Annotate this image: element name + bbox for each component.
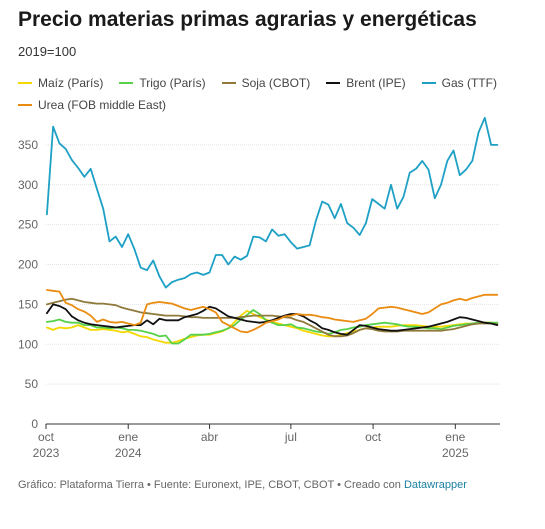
y-axis-labels: 0 50 100 150 200 250 300 350 [18, 138, 38, 431]
y-tick-label: 200 [18, 258, 38, 272]
legend-label: Soja (CBOT) [241, 76, 311, 90]
series-line-4 [46, 116, 499, 289]
legend-label: Trigo (París) [139, 76, 206, 90]
legend-label: Urea (FOB middle East) [38, 98, 167, 112]
x-tick-year-label: 2023 [33, 446, 60, 460]
legend-swatch [18, 81, 32, 84]
y-tick-label: 0 [31, 417, 38, 431]
y-tick-label: 350 [18, 138, 38, 152]
x-tick-year-label: 2024 [115, 446, 142, 460]
x-tick-label: jul [284, 430, 297, 444]
legend-item: Gas (TTF) [421, 72, 497, 94]
line-chart: 0 50 100 150 200 250 300 350 oct 2023 ene 2024 abr j… [18, 116, 500, 460]
y-tick-label: 250 [18, 218, 38, 232]
legend-swatch [326, 81, 341, 84]
legend-label: Maíz (París) [38, 76, 104, 90]
chart-legend: Maíz (París) Trigo (París) Soja (CBOT) Bren… [18, 72, 518, 116]
legend-item: Maíz (París) [18, 72, 103, 94]
x-tick-year-label: 2025 [442, 446, 469, 460]
legend-swatch [221, 81, 236, 84]
x-axis: oct 2023 ene 2024 abr jul oct ene 2025 [33, 424, 469, 460]
legend-item: Trigo (París) [119, 72, 206, 94]
gridlines [46, 144, 500, 425]
legend-swatch [119, 81, 134, 84]
chart-title: Precio materias primas agrarias y energé… [18, 8, 477, 31]
legend-item: Urea (FOB middle East) [18, 94, 166, 116]
x-tick-label: oct [365, 430, 382, 444]
legend-item: Brent (IPE) [326, 72, 406, 94]
legend-swatch [421, 81, 436, 84]
y-tick-label: 150 [18, 297, 38, 311]
legend-label: Gas (TTF) [441, 76, 497, 90]
datawrapper-link[interactable]: Datawrapper [403, 479, 467, 491]
chart-footer: Gráfico: Plataforma Tierra • Fuente: Eur… [18, 479, 467, 491]
y-tick-label: 300 [18, 178, 38, 192]
chart-subtitle: 2019=100 [18, 44, 77, 59]
series-line-5 [46, 289, 499, 334]
x-tick-label: oct [38, 430, 55, 444]
legend-item: Soja (CBOT) [221, 72, 311, 94]
x-tick-label: abr [201, 430, 218, 444]
y-tick-label: 50 [25, 377, 39, 391]
x-tick-label: ene [118, 430, 138, 444]
legend-swatch [18, 103, 32, 106]
footer-credits: Gráfico: Plataforma Tierra • Fuente: Eur… [18, 479, 404, 491]
x-tick-label: ene [445, 430, 465, 444]
legend-label: Brent (IPE) [346, 76, 406, 90]
y-tick-label: 100 [18, 337, 38, 351]
series-line-2 [46, 297, 499, 338]
series-lines [46, 116, 499, 345]
